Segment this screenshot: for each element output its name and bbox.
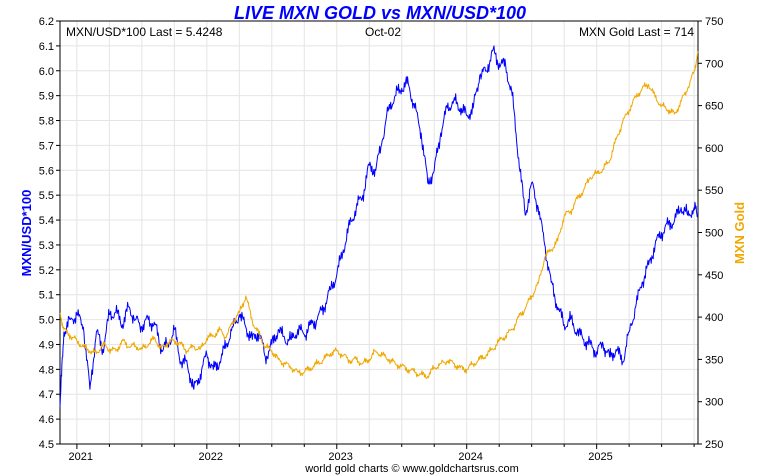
- x-axis: 2021 2022 2023 2024 2025: [69, 444, 695, 463]
- mxn-gold-line: [59, 51, 699, 379]
- left-tick-label: 4.6: [39, 414, 54, 426]
- right-tick-label: 750: [705, 16, 723, 28]
- left-tick-label: 6.1: [39, 41, 54, 53]
- chart-title: LIVE MXN GOLD vs MXN/USD*100: [234, 3, 526, 23]
- left-tick-label: 4.9: [39, 339, 54, 351]
- footer-credit: world gold charts © www.goldchartsrus.co…: [304, 463, 519, 475]
- left-tick-label: 5.8: [39, 116, 54, 128]
- plot-frame: [59, 20, 699, 445]
- last-gold-label: MXN Gold Last = 714: [579, 25, 694, 39]
- x-tick-label: 2021: [69, 451, 93, 463]
- left-tick-label: 5.3: [39, 240, 54, 252]
- right-tick-label: 700: [705, 58, 723, 70]
- y-axis-left-label: MXN/USD*100: [19, 190, 34, 277]
- date-label: Oct-02: [365, 25, 401, 39]
- last-mxnusd-label: MXN/USD*100 Last = 5.4248: [66, 25, 223, 39]
- right-tick-label: 300: [705, 397, 723, 409]
- left-tick-label: 5.5: [39, 190, 54, 202]
- right-tick-label: 650: [705, 101, 723, 113]
- x-tick-label: 2024: [458, 451, 482, 463]
- mxnusd-line: [59, 45, 699, 407]
- gridlines: [60, 20, 698, 445]
- left-tick-label: 6.2: [39, 16, 54, 28]
- x-tick-label: 2022: [198, 451, 222, 463]
- left-tick-label: 5.6: [39, 165, 54, 177]
- series-lines: [59, 45, 699, 407]
- y-axis-right-label: MXN Gold: [732, 202, 747, 264]
- right-tick-label: 350: [705, 354, 723, 366]
- left-tick-label: 4.8: [39, 364, 54, 376]
- right-tick-label: 450: [705, 270, 723, 282]
- left-tick-label: 5.9: [39, 91, 54, 103]
- x-tick-label: 2025: [588, 451, 612, 463]
- left-tick-label: 5.1: [39, 290, 54, 302]
- right-y-axis: 250 300 350 400 450 500 550 600 650 700 750: [698, 16, 723, 451]
- x-tick-label: 2023: [328, 451, 352, 463]
- right-tick-label: 400: [705, 312, 723, 324]
- left-y-axis: 4.5 4.6 4.7 4.8 4.9 5.0 5.1 5.2 5.3 5.4 5.5 5.6 5.7 5…: [39, 16, 60, 451]
- left-tick-label: 4.5: [39, 439, 54, 451]
- left-tick-label: 6.0: [39, 66, 54, 78]
- left-tick-label: 5.7: [39, 140, 54, 152]
- right-tick-label: 500: [705, 228, 723, 240]
- right-tick-label: 550: [705, 185, 723, 197]
- right-tick-label: 600: [705, 143, 723, 155]
- left-tick-label: 4.7: [39, 389, 54, 401]
- left-tick-label: 5.0: [39, 315, 54, 327]
- right-tick-label: 250: [705, 439, 723, 451]
- left-tick-label: 5.2: [39, 265, 54, 277]
- left-tick-label: 5.4: [39, 215, 54, 227]
